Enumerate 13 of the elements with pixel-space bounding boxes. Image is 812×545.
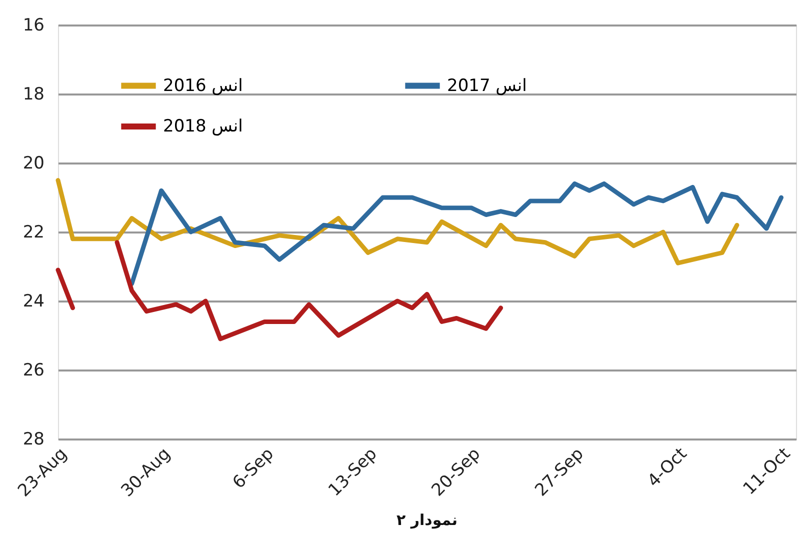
- legend-label: 2017 انس: [447, 76, 527, 96]
- y-tick-label: 26: [22, 360, 44, 380]
- line-series: [56, 178, 740, 266]
- y-tick-label: 16: [22, 16, 44, 36]
- y-tick-label: 24: [22, 292, 44, 312]
- text: نمودار ۲: [396, 511, 458, 530]
- line-series: [130, 181, 784, 286]
- y-tick-label: 28: [22, 430, 44, 450]
- y-tick-label: 22: [22, 222, 44, 242]
- y-tick-label: 18: [22, 84, 44, 104]
- legend-label: 2016 انس: [163, 76, 243, 96]
- y-tick-label: 20: [22, 154, 44, 174]
- legend-label: 2018 انس: [163, 116, 243, 136]
